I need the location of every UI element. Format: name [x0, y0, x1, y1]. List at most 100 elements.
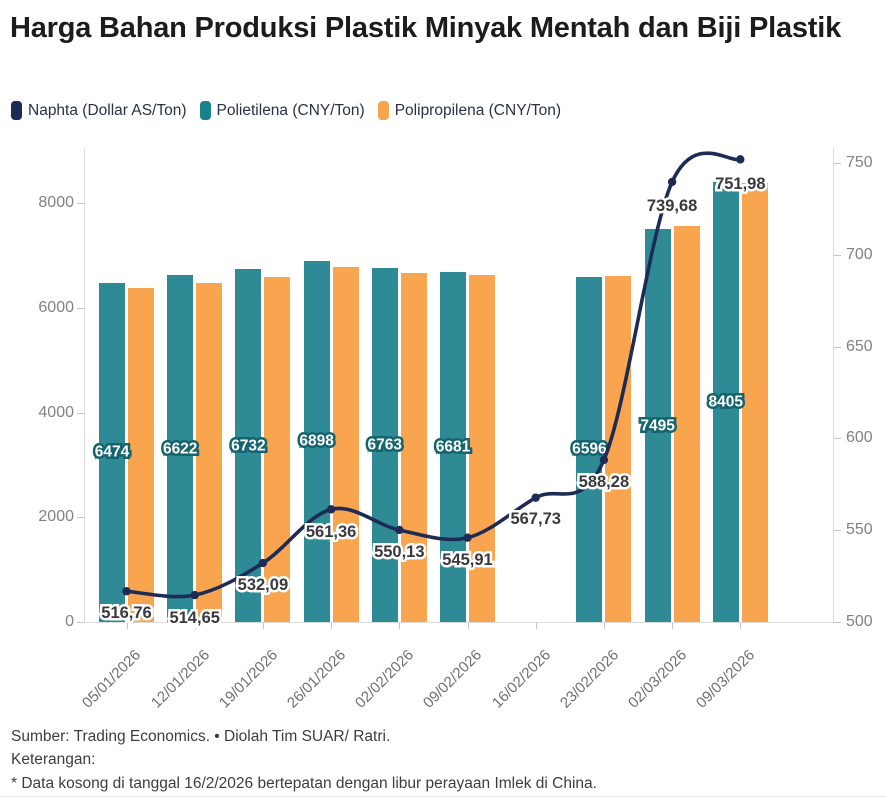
bar-polipropilena[interactable]: [196, 282, 223, 622]
note-title: Keterangan:: [11, 751, 96, 769]
x-axis-category-label: 02/03/2026: [625, 646, 691, 712]
left-axis-tick: [77, 517, 84, 519]
left-axis-tick-label: 4000: [38, 403, 74, 421]
naphta-line-point[interactable]: [736, 155, 745, 164]
naphta-line-point[interactable]: [667, 177, 677, 187]
x-axis-tick: [262, 623, 264, 629]
left-axis-tick-label: 8000: [38, 194, 74, 211]
x-axis-category-label: 26/01/2026: [284, 646, 350, 712]
line-value-label: 739,68 739,68: [644, 196, 700, 217]
x-axis-tick: [399, 623, 401, 629]
bar-value-label: 6763 6763: [365, 435, 405, 455]
x-axis-category-label: 19/01/2026: [215, 646, 281, 712]
x-axis-category-label: 16/02/2026: [488, 646, 554, 712]
line-value-label: 550,13 550,13: [372, 542, 428, 563]
naphta-line-point[interactable]: [190, 590, 199, 600]
x-axis-category-label: 09/02/2026: [420, 646, 486, 712]
line-value-label: 588,28 588,28: [576, 471, 632, 492]
legend-label: Polipropilena (CNY/Ton): [394, 101, 561, 119]
x-axis-tick: [672, 623, 674, 629]
right-axis-tick-label: 700: [846, 245, 873, 263]
bar-polipropilena[interactable]: [469, 275, 495, 622]
chart-title: Harga Bahan Produksi Plastik Minyak Ment…: [10, 12, 842, 44]
line-value-label: 514,65 514,65: [167, 608, 223, 629]
right-axis-tick: [834, 438, 841, 440]
x-axis-category-label: 05/01/2026: [79, 646, 145, 712]
left-axis-tick-label: 0: [65, 613, 74, 630]
legend-swatch-icon: [377, 101, 389, 120]
legend-label: Naphta (Dollar AS/Ton): [28, 101, 187, 119]
left-axis-tick: [77, 307, 84, 309]
line-value-label: 516,76 516,76: [99, 603, 155, 624]
x-axis-category-label: 12/01/2026: [147, 646, 213, 712]
naphta-line-point[interactable]: [463, 533, 472, 542]
bar-value-label: 8405 8405: [706, 392, 746, 412]
left-axis-tick: [77, 412, 84, 414]
line-value-label: 567,73 567,73: [508, 508, 564, 529]
right-axis-line: [833, 148, 834, 622]
x-axis-category-label: 02/02/2026: [352, 646, 418, 712]
right-axis-tick: [834, 622, 841, 623]
bar-value-label: 6474 6474: [92, 442, 132, 462]
naphta-line-point[interactable]: [395, 525, 404, 535]
legend-label: Polietilena (CNY/Ton): [216, 101, 365, 119]
right-axis-tick-label: 750: [846, 154, 873, 171]
note-text: * Data kosong di tanggal 16/2/2026 berte…: [11, 774, 597, 792]
line-value-label: 532,09 532,09: [235, 575, 291, 596]
x-axis-tick: [740, 623, 742, 629]
bar-polipropilena[interactable]: [605, 275, 632, 622]
right-axis-tick: [834, 254, 841, 256]
bar-value-label: 6898 6898: [297, 431, 337, 451]
bar-polipropilena[interactable]: [673, 226, 700, 622]
legend-swatch-icon: [11, 101, 22, 120]
right-axis-tick-label: 550: [846, 521, 873, 539]
left-axis-tick: [77, 203, 84, 204]
bar-polietilena[interactable]: [99, 282, 125, 622]
naphta-line-point[interactable]: [258, 558, 268, 568]
right-axis-tick-label: 600: [846, 429, 873, 447]
x-axis-tick: [535, 623, 537, 629]
x-axis-tick: [194, 623, 196, 629]
chart-footer: Sumber: Trading Economics. • Diolah Tim …: [11, 726, 875, 796]
x-axis-category-label: 09/03/2026: [693, 646, 759, 712]
line-value-label: 561,36 561,36: [303, 522, 359, 543]
bar-value-label: 7495 7495: [638, 416, 678, 436]
bar-polipropilena[interactable]: [332, 266, 359, 622]
bottom-divider: [0, 796, 886, 797]
bar-polipropilena[interactable]: [741, 182, 768, 622]
x-axis-tick: [467, 623, 469, 629]
left-axis-tick-label: 2000: [38, 508, 74, 526]
legend-item-2: Polipropilena (CNY/Ton): [377, 101, 561, 120]
bar-value-label: 6622 6622: [160, 438, 200, 458]
line-value-label: 545,91 545,91: [440, 549, 496, 570]
x-axis-tick: [126, 623, 128, 629]
bar-polipropilena[interactable]: [128, 287, 154, 622]
right-axis-tick: [834, 530, 841, 532]
legend-swatch-icon: [199, 101, 211, 120]
legend: Naphta (Dollar AS/Ton) Polietilena (CNY/T…: [11, 101, 561, 120]
x-axis-tick: [331, 623, 333, 629]
right-axis-tick: [834, 163, 841, 164]
naphta-line-point[interactable]: [326, 505, 336, 514]
legend-item-0: Naphta (Dollar AS/Ton): [11, 101, 187, 120]
bar-value-label: 6596 6596: [570, 439, 610, 459]
right-axis-tick-label: 650: [846, 337, 873, 355]
bar-polipropilena[interactable]: [264, 276, 291, 622]
naphta-line-point[interactable]: [599, 455, 609, 465]
right-axis-tick-label: 500: [846, 613, 873, 630]
x-axis-category-label: 23/02/2026: [556, 646, 622, 712]
naphta-line-point[interactable]: [122, 587, 131, 596]
x-axis-tick: [603, 623, 605, 629]
right-axis-tick: [834, 346, 841, 348]
source-text: Sumber: Trading Economics. • Diolah Tim …: [11, 728, 391, 745]
bar-value-label: 6681 6681: [433, 437, 473, 457]
bar-polipropilena[interactable]: [400, 272, 427, 622]
x-axis-line: [84, 622, 834, 623]
line-value-label: 751,98 751,98: [713, 174, 769, 195]
legend-item-1: Polietilena (CNY/Ton): [199, 101, 365, 120]
naphta-line-point[interactable]: [531, 493, 540, 502]
left-axis-line: [84, 148, 85, 622]
bar-value-label: 6732 6732: [229, 436, 269, 456]
left-axis-tick: [77, 622, 84, 623]
